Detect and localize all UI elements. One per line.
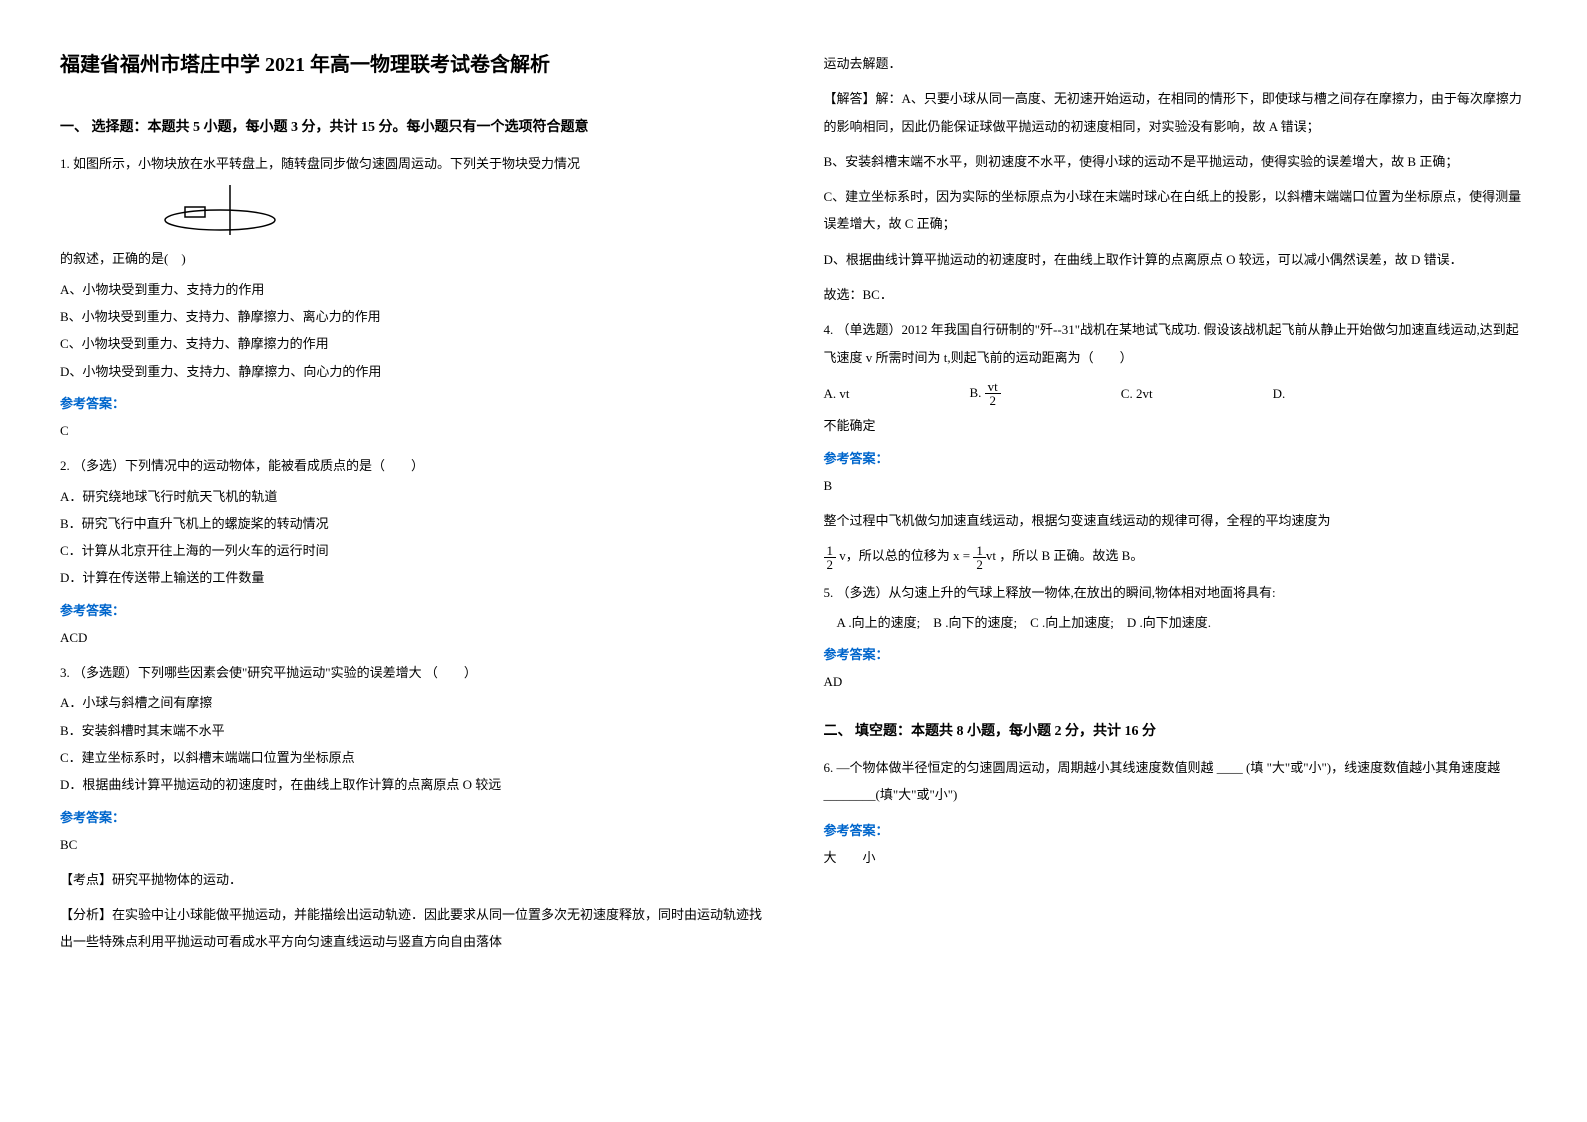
- col2-line1: 运动去解题．: [824, 50, 1528, 77]
- frac-1-2-b: 12: [973, 544, 986, 571]
- q2-opt-c: C．计算从北京开往上海的一列火车的运行时间: [60, 537, 764, 564]
- col2-line2: 【解答】解：A、只要小球从同一高度、无初速开始运动，在相同的情形下，即使球与槽之…: [824, 85, 1528, 140]
- q5-opts: A .向上的速度; B .向下的速度; C .向上加速度; D .向下加速度.: [824, 609, 1528, 636]
- q3-opt-d: D．根据曲线计算平抛运动的初速度时，在曲线上取作计算的点离原点 O 较远: [60, 771, 764, 798]
- q1-answer-label: 参考答案：: [60, 393, 764, 412]
- q1-stem2: 的叙述，正确的是( ): [60, 245, 764, 272]
- col2-line6: 故选：BC．: [824, 281, 1528, 308]
- q3-kaodian: 【考点】研究平抛物体的运动．: [60, 866, 764, 893]
- col2-line3: B、安装斜槽末端不水平，则初速度不水平，使得小球的运动不是平抛运动，使得实验的误…: [824, 148, 1528, 175]
- q4-stem: 4. （单选题）2012 年我国自行研制的"歼--31"战机在某地试飞成功. 假…: [824, 316, 1528, 371]
- section-2-header: 二、 填空题：本题共 8 小题，每小题 2 分，共计 16 分: [824, 719, 1528, 744]
- q3-stem: 3. （多选题）下列哪些因素会使"研究平抛运动"实验的误差增大 （ ）: [60, 659, 764, 686]
- q1-opt-d: D、小物块受到重力、支持力、静摩擦力、向心力的作用: [60, 358, 764, 385]
- q6-answer-label: 参考答案：: [824, 820, 1528, 839]
- q2-opt-b: B．研究飞行中直升飞机上的螺旋桨的转动情况: [60, 510, 764, 537]
- q1-answer: C: [60, 417, 764, 444]
- q4-explain2: 12 v，所以总的位移为 x = 12vt ，所以 B 正确。故选 B。: [824, 542, 1528, 571]
- frac-vt-2: vt2: [985, 380, 1001, 407]
- q1-stem: 1. 如图所示，小物块放在水平转盘上，随转盘同步做匀速圆周运动。下列关于物块受力…: [60, 150, 764, 177]
- q3-answer: BC: [60, 831, 764, 858]
- q4-opt-c: C. 2vt: [1121, 380, 1153, 407]
- right-column: 运动去解题． 【解答】解：A、只要小球从同一高度、无初速开始运动，在相同的情形下…: [824, 50, 1528, 1072]
- q3-opt-a: A．小球与斜槽之间有摩擦: [60, 689, 764, 716]
- q4-explain1: 整个过程中飞机做匀加速直线运动，根据匀变速直线运动的规律可得，全程的平均速度为: [824, 507, 1528, 534]
- eq-x: x =: [953, 548, 973, 563]
- q3-opt-c: C．建立坐标系时，以斜槽末端端口位置为坐标原点: [60, 744, 764, 771]
- left-column: 福建省福州市塔庄中学 2021 年高一物理联考试卷含解析 一、 选择题：本题共 …: [60, 50, 764, 1072]
- q3-opt-b: B．安装斜槽时其末端不水平: [60, 717, 764, 744]
- q4-opt-a: A. vt: [824, 380, 850, 407]
- q4-answer: B: [824, 472, 1528, 499]
- document-title: 福建省福州市塔庄中学 2021 年高一物理联考试卷含解析: [60, 50, 764, 80]
- vt-text: vt: [986, 548, 996, 563]
- col2-line5: D、根据曲线计算平抛运动的初速度时，在曲线上取作计算的点离原点 O 较远，可以减…: [824, 246, 1528, 273]
- q2-opt-a: A．研究绕地球飞行时航天飞机的轨道: [60, 483, 764, 510]
- q2-answer-label: 参考答案：: [60, 600, 764, 619]
- q4-opt-e: 不能确定: [824, 412, 1528, 439]
- q6-stem: 6. —个物体做半径恒定的匀速圆周运动，周期越小其线速度数值则越 ____ (填…: [824, 754, 1528, 809]
- q6-answer: 大 小: [824, 844, 1528, 871]
- q4-choices: A. vt B. vt2 C. 2vt D.: [824, 379, 1528, 408]
- col2-line4: C、建立坐标系时，因为实际的坐标原点为小球在末端时球心在白纸上的投影，以斜槽末端…: [824, 183, 1528, 238]
- q2-stem: 2. （多选）下列情况中的运动物体，能被看成质点的是（ ）: [60, 452, 764, 479]
- frac-1-2-a: 12: [824, 544, 837, 571]
- q1-opt-c: C、小物块受到重力、支持力、静摩擦力的作用: [60, 330, 764, 357]
- q2-answer: ACD: [60, 624, 764, 651]
- q4-opt-d: D.: [1273, 380, 1286, 407]
- q1-opt-b: B、小物块受到重力、支持力、静摩擦力、离心力的作用: [60, 303, 764, 330]
- q3-fenxi: 【分析】在实验中让小球能做平抛运动，并能描绘出运动轨迹．因此要求从同一位置多次无…: [60, 901, 764, 956]
- q1-diagram: [160, 185, 764, 240]
- q4-opt-b: B. vt2: [970, 379, 1001, 408]
- q5-stem: 5. （多选）从匀速上升的气球上释放一物体,在放出的瞬间,物体相对地面将具有:: [824, 579, 1528, 606]
- q4-answer-label: 参考答案：: [824, 448, 1528, 467]
- q1-opt-a: A、小物块受到重力、支持力的作用: [60, 276, 764, 303]
- q3-answer-label: 参考答案：: [60, 807, 764, 826]
- q5-answer: AD: [824, 668, 1528, 695]
- section-1-header: 一、 选择题：本题共 5 小题，每小题 3 分，共计 15 分。每小题只有一个选…: [60, 115, 764, 140]
- q5-answer-label: 参考答案：: [824, 644, 1528, 663]
- q2-opt-d: D．计算在传送带上输送的工件数量: [60, 564, 764, 591]
